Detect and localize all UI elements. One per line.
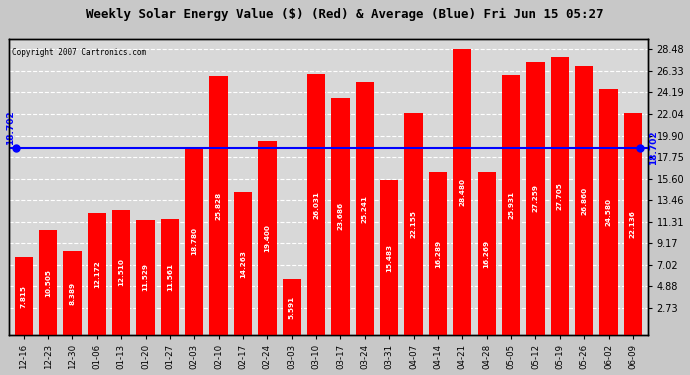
Text: 5.591: 5.591 [288,296,295,319]
Bar [502,75,520,335]
Bar [356,82,374,335]
Text: 26.860: 26.860 [581,186,587,214]
Text: 12.510: 12.510 [118,259,124,286]
Bar [551,57,569,335]
Bar [137,220,155,335]
Text: Copyright 2007 Cartronics.com: Copyright 2007 Cartronics.com [12,48,146,57]
Bar [307,74,325,335]
Text: 24.580: 24.580 [606,198,611,226]
Bar [428,172,447,335]
Text: 22.155: 22.155 [411,210,417,238]
Text: 19.400: 19.400 [264,224,270,252]
Bar [88,213,106,335]
Text: 25.828: 25.828 [215,192,221,220]
Bar [477,172,496,335]
Bar [258,141,277,335]
Text: 8.389: 8.389 [70,282,75,305]
Bar [283,279,301,335]
Text: 7.815: 7.815 [21,285,27,308]
Text: 14.263: 14.263 [240,250,246,278]
Text: 27.259: 27.259 [533,184,538,213]
Text: 25.241: 25.241 [362,195,368,222]
Text: 28.480: 28.480 [460,178,465,206]
Text: 18.702: 18.702 [649,130,658,165]
Bar [380,180,398,335]
Bar [63,251,81,335]
Bar [624,113,642,335]
Bar [112,210,130,335]
Bar [331,98,350,335]
Bar [161,219,179,335]
Text: 16.269: 16.269 [484,240,490,268]
Bar [404,113,423,335]
Text: 26.031: 26.031 [313,191,319,219]
Bar [526,62,544,335]
Bar [600,88,618,335]
Bar [210,76,228,335]
Text: Weekly Solar Energy Value ($) (Red) & Average (Blue) Fri Jun 15 05:27: Weekly Solar Energy Value ($) (Red) & Av… [86,8,604,21]
Text: 25.931: 25.931 [508,191,514,219]
Text: 10.505: 10.505 [45,268,51,297]
Bar [14,257,33,335]
Bar [185,147,204,335]
Bar [234,192,252,335]
Text: 27.705: 27.705 [557,182,563,210]
Text: 11.529: 11.529 [143,263,148,291]
Text: 11.561: 11.561 [167,263,173,291]
Text: 18.702: 18.702 [6,110,14,144]
Text: 22.136: 22.136 [630,210,636,238]
Text: 18.780: 18.780 [191,227,197,255]
Text: 23.686: 23.686 [337,202,344,231]
Text: 12.172: 12.172 [94,260,100,288]
Bar [575,66,593,335]
Bar [39,230,57,335]
Text: 15.483: 15.483 [386,244,392,272]
Bar [453,50,471,335]
Text: 16.289: 16.289 [435,240,441,268]
